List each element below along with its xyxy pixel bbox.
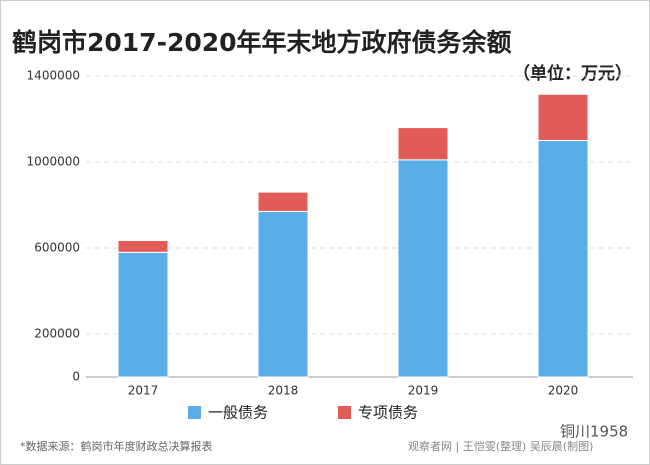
chart-title: 鹤岗市2017-2020年年末地方政府债务余额 xyxy=(12,28,512,57)
chart-subtitle: （单位：万元） xyxy=(513,63,632,84)
x-tick-label: 2019 xyxy=(408,384,439,398)
legend-swatch xyxy=(188,406,201,419)
y-tick-label: 600000 xyxy=(34,241,80,255)
y-tick-label: 200000 xyxy=(34,327,80,341)
x-tick-label: 2020 xyxy=(548,384,579,398)
bar-segment xyxy=(397,159,449,378)
y-tick-label: 1000000 xyxy=(27,155,80,169)
legend-label: 专项债务 xyxy=(358,404,418,422)
legend-label: 一般债务 xyxy=(208,404,268,422)
bar-segment xyxy=(117,251,169,378)
bar-segment xyxy=(537,140,589,378)
y-tick-label: 0 xyxy=(72,370,80,384)
x-tick-label: 2017 xyxy=(128,384,159,398)
bar-segment xyxy=(117,239,169,253)
bar-segment xyxy=(537,93,589,141)
legend-swatch xyxy=(338,406,351,419)
bar-segment xyxy=(257,210,309,378)
bar-segment xyxy=(397,127,449,161)
watermark: 铜川1958 xyxy=(560,423,628,441)
source: *数据来源：鹤岗市年度财政总决算报表 xyxy=(20,439,213,453)
x-tick-label: 2018 xyxy=(268,384,299,398)
credit: 观察者网 | 王恺雯(整理) 吴辰晨(制图) xyxy=(408,439,593,453)
bar-segment xyxy=(257,191,309,212)
y-tick-label: 1400000 xyxy=(27,69,80,83)
